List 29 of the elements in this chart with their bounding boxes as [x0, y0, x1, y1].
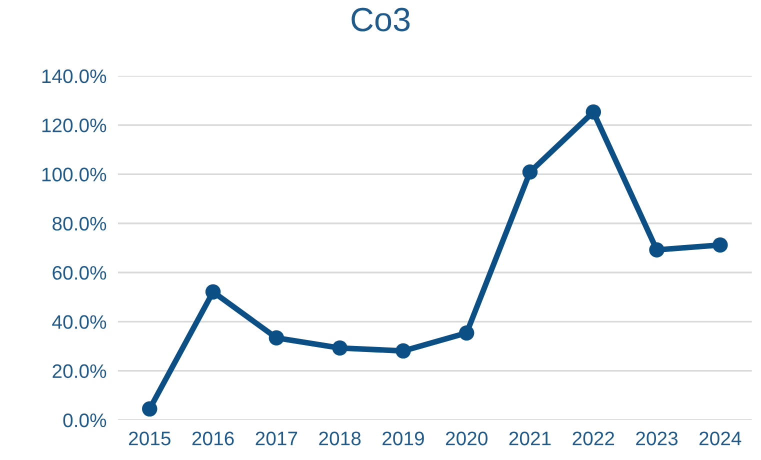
- point: [712, 237, 728, 253]
- point: [142, 401, 158, 417]
- point: [205, 284, 221, 300]
- x-tick-label: 2018: [319, 432, 361, 446]
- point: [649, 242, 664, 258]
- x-tick-label: 2017: [256, 432, 298, 446]
- y-tick-label: 60.0%: [52, 266, 106, 280]
- point: [522, 164, 538, 180]
- point: [268, 330, 284, 346]
- y-tick-label: 80.0%: [52, 216, 106, 231]
- point: [396, 343, 411, 359]
- point: [458, 325, 474, 341]
- y-tick-label: 120.0%: [42, 118, 106, 132]
- x-tick-label: 2021: [509, 432, 551, 446]
- y-tick-label: 40.0%: [52, 315, 106, 329]
- x-tick-label: 2023: [636, 432, 678, 446]
- x-tick-label: 2019: [382, 432, 424, 446]
- y-tick-label: 20.0%: [52, 364, 106, 378]
- chart-title: Co3: [352, 8, 410, 32]
- point: [332, 340, 348, 356]
- x-tick-label: 2015: [129, 432, 170, 446]
- point: [586, 104, 602, 120]
- x-tick-label: 2020: [446, 432, 488, 446]
- y-tick-label: 100.0%: [42, 168, 106, 182]
- y-tick-label: 0.0%: [63, 413, 106, 428]
- x-tick-label: 2022: [572, 432, 614, 446]
- x-tick-label: 2024: [700, 432, 742, 446]
- x-tick-label: 2016: [192, 432, 234, 446]
- y-tick-label: 140.0%: [42, 69, 106, 84]
